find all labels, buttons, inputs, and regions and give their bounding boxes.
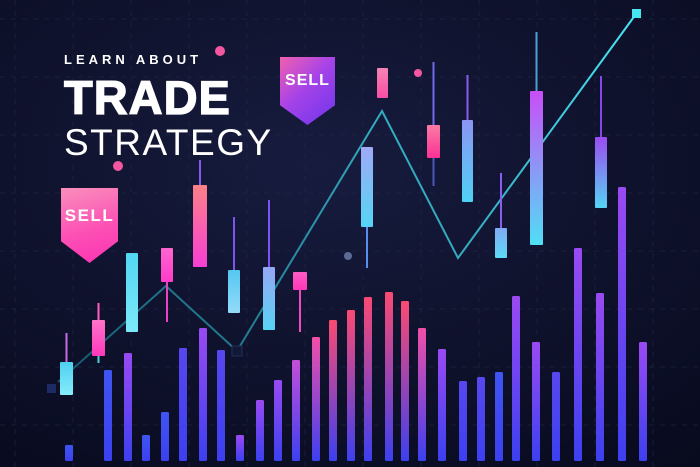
candlestick-body — [126, 253, 138, 332]
candlestick-body — [228, 270, 240, 313]
decor-dot — [215, 46, 225, 56]
candlestick-body — [361, 147, 373, 227]
volume-bar — [312, 337, 320, 461]
volume-bar — [552, 372, 560, 461]
candlestick-body — [263, 267, 275, 330]
volume-bar — [274, 380, 282, 461]
volume-bar — [459, 381, 467, 461]
candlestick-body — [60, 362, 73, 395]
decor-dot — [344, 252, 352, 260]
volume-bar — [639, 342, 647, 461]
volume-bar — [574, 248, 582, 461]
volume-bar — [65, 445, 73, 461]
volume-bar — [179, 348, 187, 461]
volume-bar — [532, 342, 540, 461]
candlestick-body — [427, 125, 440, 158]
volume-bar — [385, 292, 393, 461]
volume-bar — [124, 353, 132, 461]
trend-line — [57, 13, 637, 383]
candlestick-body — [495, 228, 507, 258]
volume-bar — [618, 187, 626, 461]
volume-bar — [256, 400, 264, 461]
candlestick-body — [92, 320, 105, 356]
candlestick-body — [595, 137, 607, 208]
decor-square — [47, 384, 56, 393]
title-eyebrow: LEARN ABOUT — [64, 52, 203, 67]
candlestick-body — [293, 272, 307, 290]
decor-dot — [113, 161, 123, 171]
volume-bar — [347, 310, 355, 461]
page-subtitle: STRATEGY — [64, 122, 273, 163]
volume-bar — [329, 320, 337, 461]
candlestick-body — [193, 185, 207, 267]
volume-bar — [495, 372, 503, 461]
volume-bar — [418, 328, 426, 461]
decor-dot — [414, 69, 422, 77]
volume-bar — [364, 297, 372, 461]
candlestick-body — [530, 91, 543, 245]
candlestick-body — [161, 248, 173, 282]
volume-bar — [104, 370, 112, 461]
line-end-marker-square — [632, 9, 641, 18]
volume-bar — [401, 301, 409, 461]
candlestick-body — [462, 120, 473, 202]
volume-bar — [161, 412, 169, 461]
volume-bar — [596, 293, 604, 461]
page-title: TRADE — [63, 71, 231, 124]
sell-badge-top-label: SELL — [285, 72, 330, 89]
volume-bar — [142, 435, 150, 461]
volume-bar — [438, 349, 446, 461]
title-block: LEARN ABOUT TRADE STRATEGY — [63, 52, 273, 163]
volume-bar — [512, 296, 520, 461]
volume-bar — [217, 350, 225, 461]
volume-bar — [477, 377, 485, 461]
volume-bar — [236, 435, 244, 461]
line-trough-marker-square — [231, 345, 243, 357]
volume-bar — [199, 328, 207, 461]
sell-badge-left-label: SELL — [64, 205, 115, 225]
volume-bar — [292, 360, 300, 461]
candlestick-body — [377, 68, 388, 98]
